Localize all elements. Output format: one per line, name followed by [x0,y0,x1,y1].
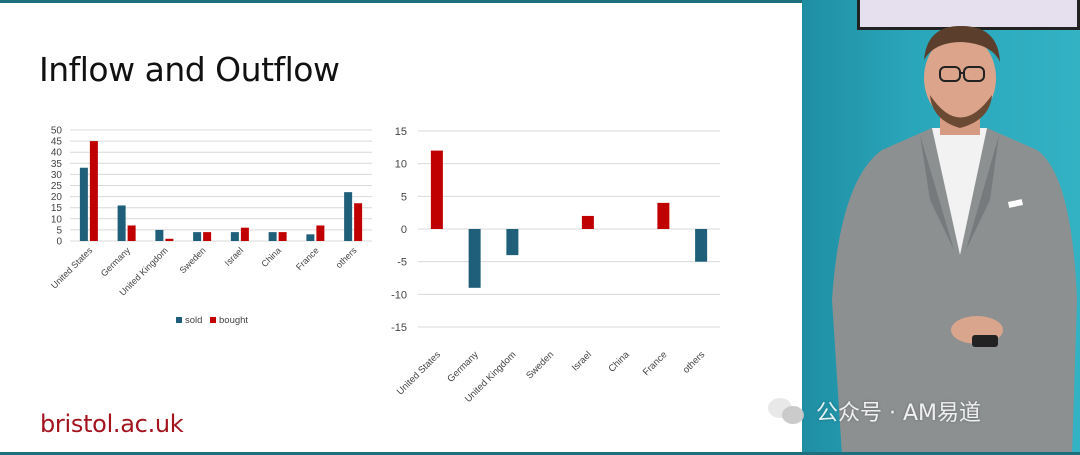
net-bar [581,215,594,229]
speaker-figure [832,25,1077,455]
x-tick-label: United States [395,349,443,397]
y-tick-label: 5 [56,225,62,236]
bar-sold [344,192,353,241]
x-tick-label: Germany [445,349,481,385]
bar-bought [354,203,363,241]
watermark: 公众号 · AM易道 [768,394,981,428]
y-tick-label: 50 [51,126,63,137]
y-tick-label: -15 [391,322,407,334]
bar-sold [193,232,202,241]
x-tick-label: China [606,349,632,375]
net-bar [695,229,708,262]
bar-sold [230,232,239,241]
y-tick-label: -10 [391,289,407,301]
y-tick-label: 0 [401,224,407,236]
x-tick-label: France [641,349,670,378]
x-tick-label: Sweden [524,349,556,381]
y-tick-label: 15 [395,126,407,138]
legend-swatch-bought [210,317,216,323]
y-tick-label: 30 [51,170,63,181]
legend-label-bought: bought [219,315,248,326]
bar-bought [203,232,212,241]
bar-sold [79,167,88,241]
net-bar [430,150,443,229]
y-tick-label: 20 [51,192,63,203]
frame-top-border [0,0,1080,3]
y-tick-label: 10 [395,159,407,171]
bar-sold [268,232,277,241]
footer-url: bristol.ac.uk [40,410,184,438]
wechat-icon [768,396,808,426]
bar-bought [127,225,136,241]
bar-bought [89,141,98,241]
net-bar [657,202,670,229]
bar-bought [316,225,325,241]
y-tick-label: 10 [51,214,63,225]
legend-label-sold: sold [185,315,202,326]
bar-bought [240,227,249,241]
bar-sold [155,229,164,241]
bar-bought [278,232,287,241]
y-tick-label: 5 [401,191,407,203]
y-tick-label: 45 [51,137,63,148]
y-tick-label: 15 [51,203,63,214]
x-tick-label: others [681,349,708,376]
net-bar [506,229,519,256]
speaker-video [802,0,1080,455]
net-bar [468,229,481,288]
slide-title: Inflow and Outflow [39,50,340,89]
bar-bought [165,238,174,241]
y-tick-label: 35 [51,159,63,170]
legend-swatch-sold [176,317,182,323]
bar-sold [117,205,126,241]
y-tick-label: 25 [51,181,63,192]
y-tick-label: 0 [56,237,62,248]
bar-sold [306,234,315,241]
x-tick-label: Israel [570,349,594,373]
y-tick-label: 40 [51,148,63,159]
frame-bottom-border [0,452,1080,455]
y-tick-label: -5 [397,257,407,269]
watermark-text: 公众号 · AM易道 [816,401,982,426]
slide: Inflow and Outflow 0 5 10 15 20 25 30 35 40 45 50 U… [0,3,802,452]
